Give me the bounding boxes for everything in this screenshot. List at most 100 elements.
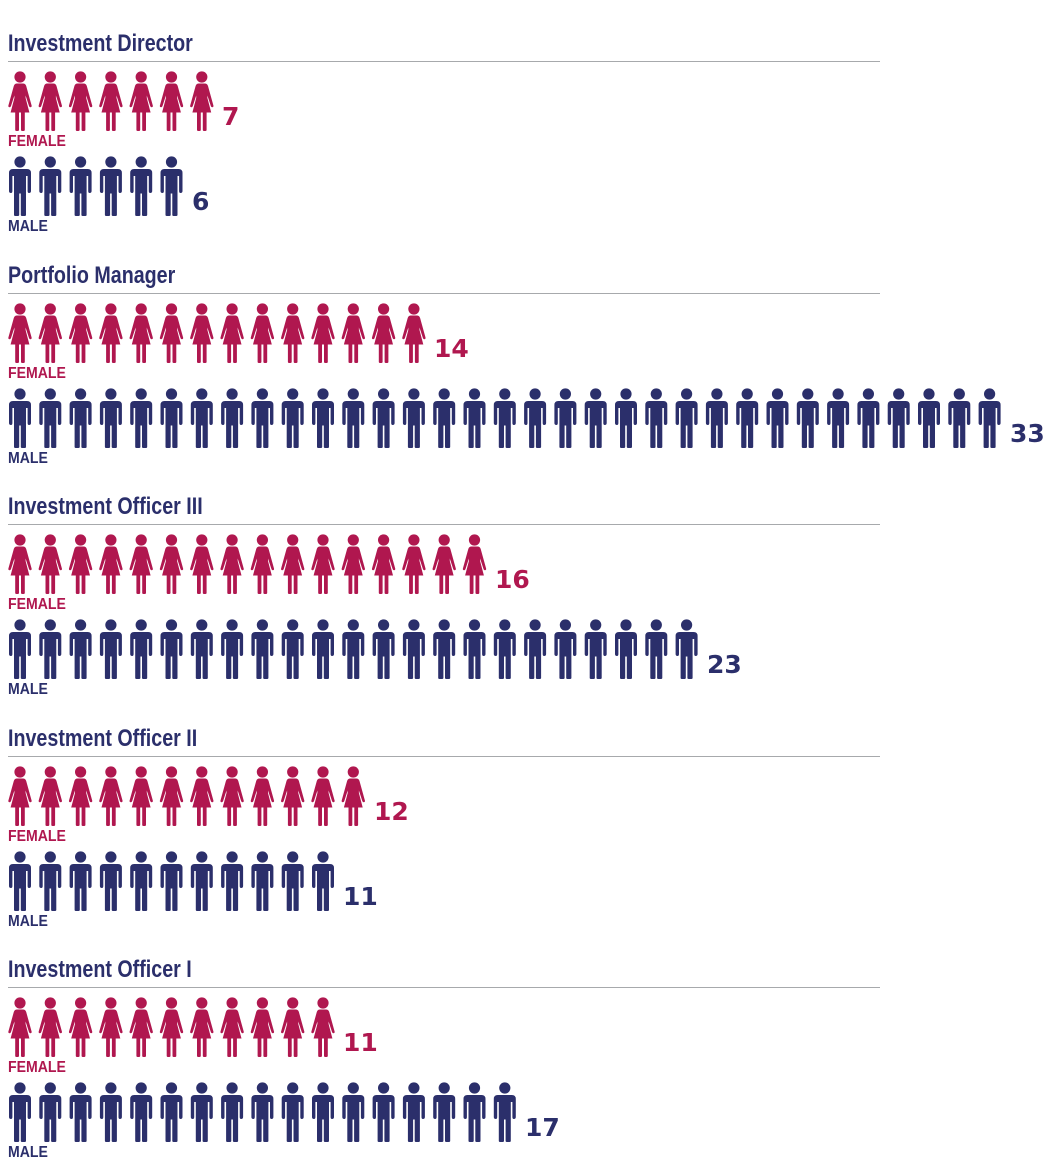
male-person-icon (433, 619, 456, 679)
male-row: 17 MALE (0, 1082, 1060, 1166)
female-person-icon (220, 997, 244, 1057)
count-label: 11 (343, 881, 378, 911)
female-person-icon (68, 71, 93, 131)
male-person-icon (918, 387, 940, 448)
male-person-icon (9, 619, 31, 679)
male-person-icon (251, 1082, 274, 1142)
male-person-icon (190, 619, 213, 679)
male-person-icon (39, 850, 62, 911)
male-person-icon (99, 156, 122, 216)
male-person-icon (675, 387, 698, 448)
female-label: FEMALE (8, 133, 66, 150)
female-person-icon (311, 534, 335, 594)
female-label: FEMALE (8, 1059, 66, 1076)
male-person-icon (130, 387, 153, 448)
female-person-icon (190, 71, 214, 131)
role-section: Investment Officer II 12 FEMALE 11 MALE (0, 725, 1060, 945)
male-icon-group (9, 387, 1001, 448)
female-person-icon (159, 534, 184, 594)
female-person-icon (371, 534, 396, 594)
male-person-icon (69, 850, 92, 911)
male-person-icon (675, 619, 698, 679)
male-person-icon (372, 1082, 395, 1142)
male-person-icon (857, 387, 880, 448)
female-person-icon (250, 765, 275, 826)
male-person-icon (281, 387, 304, 448)
male-person-icon (99, 1082, 122, 1142)
female-icon-group (8, 71, 214, 131)
role-section: Portfolio Manager 14 FEMALE 33 MALE (0, 262, 1060, 482)
female-person-icon (159, 997, 184, 1057)
female-person-icon (220, 765, 244, 826)
male-person-icon (402, 619, 425, 679)
female-person-icon (281, 302, 305, 363)
male-person-icon (221, 619, 244, 679)
female-person-icon (38, 997, 62, 1057)
male-person-icon (130, 619, 153, 679)
male-person-icon (554, 619, 577, 679)
male-person-icon (493, 1082, 516, 1142)
role-section: Investment Officer I 11 FEMALE 17 MALE (0, 956, 1060, 1176)
male-row: 33 MALE (0, 387, 1060, 472)
section-divider (8, 755, 880, 757)
male-person-icon (402, 387, 425, 448)
female-person-icon (159, 765, 184, 826)
count-label: 16 (495, 565, 530, 594)
male-person-icon (433, 1082, 456, 1142)
female-label: FEMALE (8, 364, 66, 382)
male-person-icon (312, 387, 334, 448)
male-person-icon (281, 850, 304, 911)
male-person-icon (39, 619, 62, 679)
male-person-icon (190, 850, 213, 911)
male-row: 6 MALE (0, 156, 1060, 240)
role-section: Investment Director 7 FEMALE 6 MALE (0, 30, 1060, 250)
male-person-icon (342, 1082, 365, 1142)
male-person-icon (554, 387, 577, 448)
male-person-icon (9, 850, 31, 911)
female-person-icon (371, 302, 396, 363)
male-person-icon (190, 387, 213, 448)
male-person-icon (160, 156, 183, 216)
female-person-icon (99, 997, 123, 1057)
male-person-icon (99, 850, 122, 911)
female-person-icon (311, 997, 335, 1057)
female-person-icon (68, 765, 93, 826)
female-row: 7 FEMALE (0, 71, 1060, 155)
female-person-icon (432, 534, 456, 594)
male-row: 23 MALE (0, 619, 1060, 703)
male-person-icon (251, 619, 274, 679)
male-label: MALE (8, 449, 48, 467)
male-person-icon (190, 1082, 213, 1142)
female-person-icon (462, 534, 487, 594)
male-person-icon (948, 387, 971, 448)
male-person-icon (493, 619, 516, 679)
male-person-icon (160, 387, 183, 448)
female-icon-group (8, 997, 335, 1057)
female-person-icon (159, 71, 184, 131)
male-person-icon (645, 387, 668, 448)
female-person-icon (250, 302, 275, 363)
male-person-icon (796, 387, 819, 448)
male-person-icon (9, 156, 31, 216)
female-row: 16 FEMALE (0, 534, 1060, 618)
female-person-icon (311, 302, 335, 363)
female-person-icon (341, 534, 365, 594)
male-person-icon (221, 387, 244, 448)
female-person-icon (8, 302, 32, 363)
male-person-icon (130, 156, 153, 216)
female-person-icon (38, 765, 62, 826)
female-row: 14 FEMALE (0, 302, 1060, 387)
female-icon-group (8, 765, 365, 826)
role-title: Investment Officer II (8, 724, 198, 752)
count-label: 11 (343, 1028, 378, 1057)
female-label: FEMALE (8, 596, 66, 613)
female-person-icon (38, 302, 62, 363)
male-icon-group (9, 850, 334, 911)
male-person-icon (9, 1082, 31, 1142)
female-person-icon (8, 765, 32, 826)
male-person-icon (463, 1082, 486, 1142)
female-person-icon (341, 765, 365, 826)
male-label: MALE (8, 218, 48, 235)
count-label: 7 (222, 102, 240, 131)
